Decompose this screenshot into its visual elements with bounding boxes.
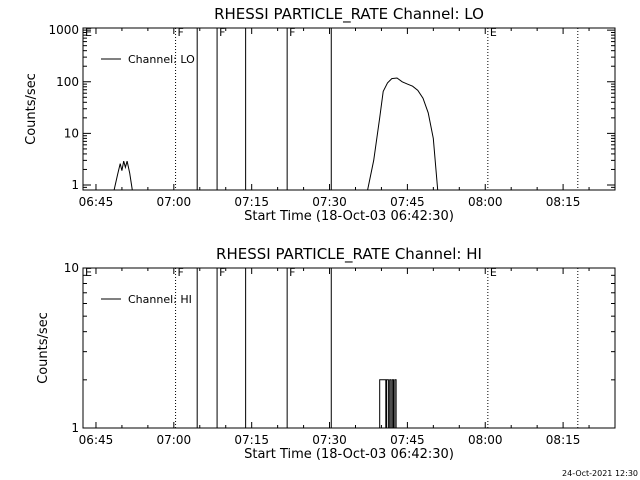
x-tick-label: 07:00 (157, 195, 192, 209)
x-tick-label: 07:15 (234, 195, 269, 209)
x-tick-label: 08:15 (546, 433, 581, 447)
x-tick-label: 07:45 (390, 433, 425, 447)
hi-channel-panel: RHESSI PARTICLE_RATE Channel: HI E F F F E 06:… (36, 245, 616, 462)
event-marker-label: F (178, 26, 184, 39)
event-marker-label: E (85, 26, 92, 39)
x-tick-label: 07:45 (390, 195, 425, 209)
x-tick-label: 08:15 (546, 195, 581, 209)
y-tick-label: 10 (64, 261, 79, 275)
series-line (367, 77, 439, 191)
x-tick-label: 07:30 (312, 433, 347, 447)
event-marker-label: F (219, 266, 225, 279)
event-marker-label: F (219, 26, 225, 39)
y-axis-label: Counts/sec (36, 312, 51, 384)
event-marker-label: E (490, 266, 497, 279)
x-tick-label: 08:00 (468, 433, 503, 447)
x-tick-label: 08:00 (468, 195, 503, 209)
series-line (113, 160, 133, 191)
event-marker-label: E (490, 26, 497, 39)
chart-title: RHESSI PARTICLE_RATE Channel: LO (214, 5, 484, 24)
legend-label: Channel: LO (128, 53, 195, 66)
y-tick-label: 1000 (48, 23, 79, 37)
timestamp-label: 24-Oct-2021 12:30 (562, 469, 638, 478)
plot-frame (82, 267, 616, 429)
y-tick-label: 1 (71, 178, 79, 192)
y-tick-label: 10 (64, 126, 79, 140)
x-axis-label: Start Time (18-Oct-03 06:42:30) (244, 447, 454, 462)
series-line (379, 379, 397, 429)
x-tick-label: 07:30 (312, 195, 347, 209)
event-marker-label: F (289, 26, 295, 39)
event-marker-label: F (289, 266, 295, 279)
y-tick-label: 100 (56, 75, 79, 89)
lo-channel-panel: RHESSI PARTICLE_RATE Channel: LO E F F F E 06:… (24, 5, 616, 224)
x-tick-label: 06:45 (79, 195, 114, 209)
x-tick-label: 07:15 (234, 433, 269, 447)
legend-label: Channel: HI (128, 293, 192, 306)
event-marker-label: F (178, 266, 184, 279)
chart-title: RHESSI PARTICLE_RATE Channel: HI (216, 245, 482, 264)
y-tick-label: 1 (71, 421, 79, 435)
y-axis-label: Counts/sec (24, 73, 39, 145)
event-marker-label: E (85, 266, 92, 279)
x-axis-label: Start Time (18-Oct-03 06:42:30) (244, 209, 454, 224)
x-tick-label: 07:00 (157, 433, 192, 447)
x-tick-label: 06:45 (79, 433, 114, 447)
